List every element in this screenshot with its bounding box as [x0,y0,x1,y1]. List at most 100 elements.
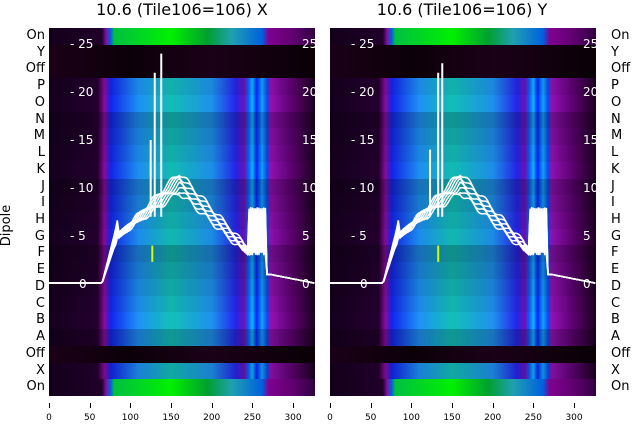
row-label: K [611,161,620,177]
row-label: I [611,195,615,211]
heatmap-row-i [49,195,315,213]
right-heatmap-panel: 0 0 - 5 5 - 10 10 - 15 15 - 20 20 - 25 25 [330,28,596,396]
x-tick-label: 100 [121,413,139,423]
x-tick-label: 300 [565,413,583,423]
spectrum-line [330,193,596,284]
x-tick [574,403,576,408]
inner-y-tick-label: - 5 [70,229,86,243]
row-label: B [36,312,45,328]
x-tick-label: 50 [83,413,96,423]
heatmap-row-on [330,28,596,46]
x-tick [252,403,254,408]
heatmap-row-a [49,329,315,347]
row-label: H [611,212,621,227]
heatmap-row-y [49,44,315,62]
x-tick [130,403,132,408]
row-label: D [34,278,45,294]
row-label: L [611,145,619,161]
heatmap-row-n [330,111,596,129]
spectrum-line [330,174,596,284]
inner-y-tick-label-right: 15 [302,133,315,147]
heatmap-row-x [49,362,315,380]
row-label: On [611,28,630,43]
row-label: Y [611,44,619,60]
row-label: Off [611,61,631,77]
row-label: M [611,128,623,144]
heatmap-row-d [49,278,315,297]
row-label: L [37,145,45,161]
spectrum-line [49,193,315,284]
row-label: Off [25,61,45,77]
x-tick [533,403,535,408]
inner-y-tick-label: - 20 [351,85,374,99]
heatmap-row-off [330,61,596,79]
heatmap-row-p [330,78,596,96]
heatmap-row-e [49,262,315,280]
heatmap-row-k [49,161,315,180]
spectrum-line [49,174,315,284]
row-label: N [35,111,45,127]
heatmap-row-c [49,295,315,313]
x-tick-label: 150 [162,413,180,423]
x-tick [370,403,372,408]
x-tick-label: 50 [364,413,377,423]
left-heatmap-panel: 0 0 - 5 5 - 10 10 - 15 15 - 20 20 - 25 25 [49,28,315,396]
heatmap-row-c [330,295,596,313]
heatmap-row-d [330,278,596,297]
row-label: O [34,94,45,110]
heatmap-row-off [49,61,315,79]
inner-y-tick-label: 0 [79,277,87,291]
spectrum-line [49,186,315,284]
row-label: B [611,312,620,328]
x-tick-label: 200 [484,413,502,423]
row-label: O [611,94,622,110]
left-chart-title: 10.6 (Tile106=106) X [96,0,268,19]
y-axis-label: Dipole [0,204,15,247]
x-tick [211,403,213,408]
inner-y-tick-label-right: 15 [583,133,596,147]
inner-y-tick-label-right: 25 [583,37,596,51]
x-tick-label: 200 [203,413,221,423]
spectrum-line [330,186,596,284]
row-label: M [33,128,45,144]
heatmap-row-o [49,94,315,113]
heatmap-row-n [49,111,315,129]
heatmap-row-off [49,345,315,364]
heatmap-row-m [49,128,315,146]
row-label: H [35,212,45,227]
x-tick-label: 0 [327,413,333,423]
row-label: K [36,161,45,177]
inner-y-tick-label: - 25 [351,37,374,51]
heatmap-row-b [330,312,596,330]
inner-y-tick-label-right: 10 [302,181,315,195]
inner-y-tick-label-right: 5 [583,229,591,243]
row-label: P [611,78,619,94]
row-label: C [35,295,45,311]
inner-y-tick-label-right: 25 [302,37,315,51]
heatmap-row-k [330,161,596,180]
heatmap-row-off [330,345,596,364]
heatmap-row-p [49,78,315,96]
heatmap-row-on [330,379,596,396]
x-tick-label: 100 [402,413,420,423]
row-label: J [611,178,615,194]
row-label: A [611,329,620,345]
inner-y-tick-label: - 10 [70,181,93,195]
heatmap-row-e [330,262,596,280]
row-label: Off [611,345,631,361]
row-label: X [611,362,620,378]
inner-y-tick-label: - 20 [70,85,93,99]
right-chart-title: 10.6 (Tile106=106) Y [376,0,548,19]
x-tick [411,403,413,408]
x-tick-label: 300 [284,413,302,423]
x-tick [330,403,331,408]
x-tick-label: 150 [443,413,461,423]
x-tick-label: 250 [243,413,261,423]
inner-y-tick-label-right: 10 [583,181,596,195]
row-label: C [611,295,621,311]
inner-y-tick-label: - 15 [351,133,374,147]
row-label: F [611,245,619,261]
inner-y-tick-label-right: 0 [302,277,310,291]
inner-y-tick-label: - 25 [70,37,93,51]
row-label: F [37,245,45,261]
